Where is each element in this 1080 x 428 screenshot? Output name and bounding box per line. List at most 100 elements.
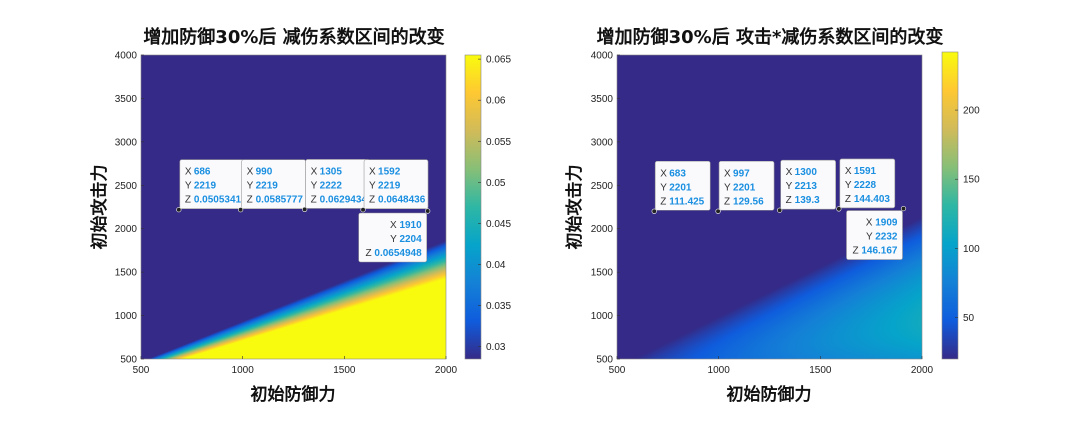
datatip-box [358,212,428,263]
datatip-y-key: Y [369,181,376,192]
datatip-x-key: X [845,166,852,177]
datatip-y-value: 2213 [795,181,818,192]
datatip-z-value: 0.0629434 [320,194,368,205]
x-tick-label: 2000 [911,365,934,376]
datatip-y-key: Y [247,181,254,192]
datatip-y-key: Y [185,181,192,192]
colorbar-tick-label: 0.035 [486,301,511,312]
x-tick-label: 2000 [435,365,458,376]
datatip-marker[interactable] [425,208,431,214]
datatip-box [718,160,775,211]
datatip-y-key: Y [311,180,318,191]
datatip-box [846,210,903,260]
datatip-z-key: Z [724,196,730,207]
chart-right-ylabel: 初始攻击力 [564,165,585,250]
chart-right-title: 增加防御30%后 攻击*减伤系数区间的改变 [597,26,944,48]
chart-left-y-axis: 500 1000 1500 2000 2500 3000 3500 4000 [115,51,144,366]
y-tick-label: 500 [120,355,137,366]
datatip-y-value: 2219 [256,181,279,192]
datatip-z-value: 0.0505341 [194,195,242,206]
datatip-marker[interactable] [302,206,308,213]
datatip-z-value: 0.0648436 [378,195,426,206]
datatip-marker[interactable] [715,208,721,214]
datatip-y-value: 2228 [854,180,877,191]
colorbar-tick-label: 150 [963,175,980,186]
chart-right-colorbar-gradient [941,51,959,360]
x-tick-label: 500 [609,365,626,376]
datatip-y-key: Y [660,182,667,193]
datatip-x-value: 1592 [378,167,401,178]
colorbar-tick-label: 0.055 [486,137,511,148]
chart-left-colorbar: 0.03 0.035 0.04 0.045 0.05 0.055 0.06 0.065 [464,55,511,360]
y-tick-label: 1000 [115,311,138,322]
colorbar-tick-label: 0.06 [486,96,506,107]
colorbar-tick-label: 0.065 [486,55,511,66]
datatip-marker[interactable] [651,208,657,214]
chart-right-y-axis: 500 1000 1500 2000 2500 3000 3500 4000 [591,51,620,366]
y-tick-label: 2000 [115,224,138,235]
datatip-marker[interactable] [900,205,907,212]
datatip-x-value: 686 [194,167,211,178]
datatip-y-key: Y [724,182,731,193]
chart-left-title: 增加防御30%后 减伤系数区间的改变 [143,26,444,48]
datatip-x-value: 1591 [854,166,877,177]
datatip-y-value: 2219 [378,181,401,192]
datatip-x-line: X 1910 [390,220,422,231]
datatip-x-key: X [185,167,192,178]
x-tick-label: 1000 [232,365,255,376]
datatip-z-value: 0.0585777 [256,195,304,206]
datatip-y-key: Y [786,181,793,192]
y-tick-label: 1000 [591,311,614,322]
x-tick-label: 1000 [708,365,731,376]
datatip-x-value: 1300 [795,167,818,178]
datatip-x-value: 997 [733,168,750,179]
datatip-z-key: Z [185,195,191,206]
datatip-y-value: 2201 [733,182,756,193]
y-tick-label: 4000 [115,51,138,62]
datatip-marker[interactable] [360,207,366,213]
datatip-x-value: 990 [256,167,273,178]
colorbar-tick-label: 200 [963,106,980,117]
datatip-z-value: 129.56 [733,196,764,207]
datatip[interactable]: X 1909 Y 2232 Z 146.167 [846,205,907,260]
datatip-x-line: X 1909 [866,218,898,229]
y-tick-label: 4000 [591,51,614,62]
chart-left-ylabel: 初始攻击力 [89,165,110,250]
datatip-y-value: 2222 [320,180,343,191]
y-tick-label: 2000 [591,224,614,235]
colorbar-tick-label: 0.03 [486,342,506,353]
datatip-marker[interactable] [238,207,244,213]
colorbar-tick-label: 100 [963,244,980,255]
y-tick-label: 2500 [115,181,138,192]
chart-left-xlabel: 初始防御力 [251,384,336,405]
datatip-y-key: Y [845,180,852,191]
datatip-x-key: X [369,167,376,178]
datatip-marker[interactable] [836,206,842,212]
y-tick-label: 1500 [115,268,138,279]
y-tick-label: 3000 [115,137,138,148]
datatip[interactable]: X 1910 Y 2204 Z 0.0654948 [358,208,431,263]
x-tick-label: 1500 [333,365,356,376]
datatip-x-value: 683 [669,168,686,179]
y-tick-label: 3500 [591,94,614,105]
datatip-box [363,159,429,209]
datatip-marker[interactable] [777,207,783,213]
datatip-z-key: Z [660,196,666,207]
colorbar-tick-label: 0.04 [486,260,506,271]
datatip-marker[interactable] [176,207,182,213]
datatip-z-key: Z [786,195,792,206]
chart-left-x-axis: 500 1000 1500 2000 [133,356,458,376]
datatip-z-value: 144.403 [854,194,891,205]
